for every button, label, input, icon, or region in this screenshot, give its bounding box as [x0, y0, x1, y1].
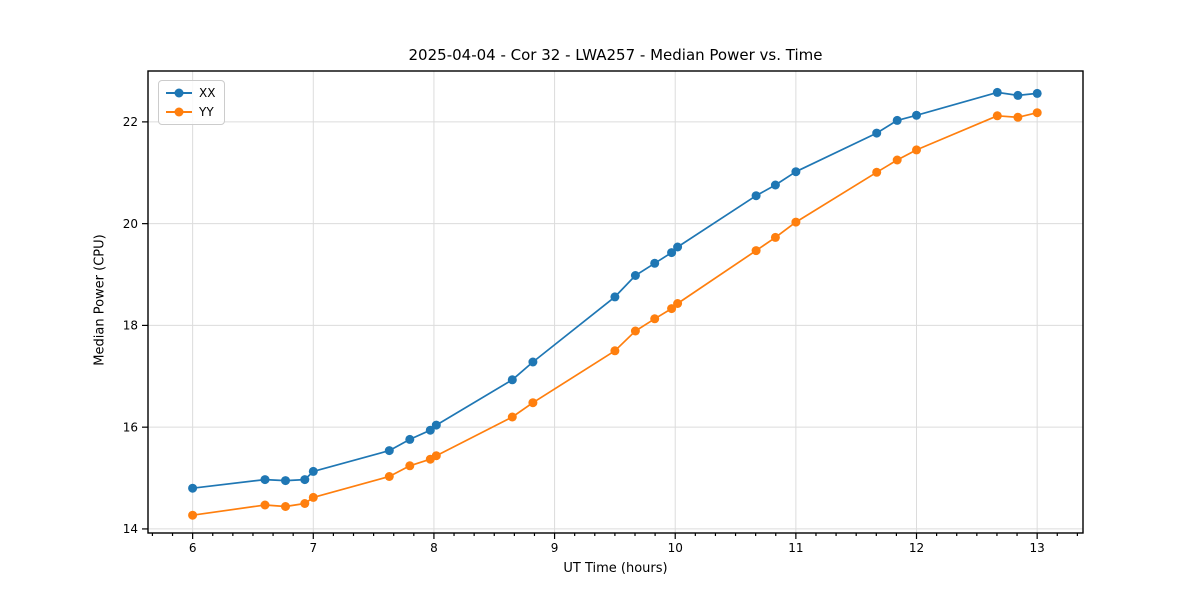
data-point: [1032, 108, 1042, 118]
y-tick-label: 14: [123, 522, 138, 536]
data-point: [281, 476, 290, 486]
data-point: [630, 271, 640, 280]
legend-item-yy: YY: [166, 105, 215, 119]
x-tick-label: 10: [668, 541, 683, 555]
data-point: [650, 314, 660, 324]
data-point: [528, 398, 538, 408]
data-point: [405, 434, 415, 444]
data-point: [260, 500, 270, 510]
data-point: [260, 475, 270, 485]
data-point: [1013, 112, 1023, 122]
series-yy: [188, 108, 1042, 520]
legend-line-marker-icon: [166, 107, 192, 117]
plot-border: [147, 70, 1084, 534]
data-point: [425, 425, 435, 435]
data-point: [308, 466, 318, 476]
series-xx: [188, 87, 1042, 493]
data-point: [188, 510, 198, 520]
x-tick-label: 6: [189, 541, 197, 555]
tick-labels: 6 7 8 9 10 11 12 13 14 16 18 20 22: [123, 115, 1045, 555]
data-point: [667, 248, 677, 258]
x-tick-label: 8: [430, 541, 438, 555]
data-point: [650, 258, 660, 268]
legend-label-xx: XX: [199, 86, 216, 100]
y-tick-label: 22: [123, 115, 138, 129]
data-point: [431, 420, 441, 430]
data-point: [384, 472, 394, 481]
x-tick-label: 9: [551, 541, 559, 555]
data-point: [308, 492, 318, 502]
data-point: [992, 111, 1002, 121]
data-point: [610, 292, 620, 302]
x-axis-label: UT Time (hours): [563, 561, 668, 576]
data-point: [528, 357, 538, 367]
data-point: [912, 145, 921, 155]
legend: XX YY: [158, 80, 226, 125]
data-point: [892, 155, 902, 165]
data-point: [405, 461, 415, 471]
data-point: [281, 502, 290, 511]
x-tick-label: 13: [1030, 541, 1045, 555]
data-point: [630, 326, 640, 336]
data-point: [667, 304, 677, 314]
data-point: [1013, 90, 1023, 100]
data-point: [912, 110, 921, 120]
legend-item-xx: XX: [166, 86, 215, 100]
data-point: [892, 115, 902, 125]
y-axis-label: Median Power (CPU): [92, 234, 108, 366]
chart-title: 2025-04-04 - Cor 32 - LWA257 - Median Po…: [408, 46, 823, 64]
data-point: [992, 87, 1002, 97]
data-point: [1032, 88, 1042, 98]
data-point: [673, 242, 683, 252]
legend-line-marker-icon: [166, 88, 192, 98]
x-tick-label: 11: [788, 541, 803, 555]
data-point: [770, 232, 780, 242]
series-line: [192, 91, 1038, 490]
data-point: [300, 499, 310, 508]
data-point: [507, 375, 517, 385]
axes-ticks: [142, 121, 1078, 539]
data-point: [188, 483, 198, 493]
data-point: [751, 246, 761, 256]
data-point: [431, 451, 441, 461]
legend-label-yy: YY: [199, 105, 214, 119]
data-point: [610, 346, 620, 356]
x-tick-label: 12: [909, 541, 924, 555]
data-point: [791, 167, 801, 177]
y-tick-label: 18: [123, 319, 138, 333]
data-point: [300, 475, 310, 485]
x-tick-label: 7: [309, 541, 317, 555]
gridlines: [148, 71, 1083, 533]
data-point: [872, 128, 882, 138]
data-point: [673, 299, 683, 308]
data-point: [791, 217, 801, 227]
series-line: [192, 111, 1038, 517]
data-point: [770, 180, 780, 190]
y-tick-label: 16: [123, 420, 138, 434]
data-point: [872, 167, 882, 177]
data-point: [384, 446, 394, 456]
data-point: [751, 191, 761, 201]
y-tick-label: 20: [123, 217, 138, 231]
data-point: [507, 412, 517, 422]
